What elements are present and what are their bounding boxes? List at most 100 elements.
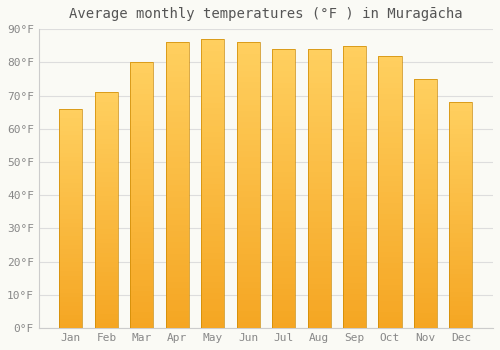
Bar — [236, 54, 260, 60]
Bar — [450, 138, 472, 143]
Bar — [308, 144, 330, 149]
Bar — [130, 184, 154, 190]
Bar — [95, 154, 118, 158]
Bar — [166, 225, 189, 231]
Bar — [343, 51, 366, 57]
Bar — [236, 197, 260, 202]
Bar — [343, 113, 366, 119]
Bar — [343, 323, 366, 328]
Bar — [166, 197, 189, 202]
Bar — [308, 116, 330, 121]
Bar — [166, 162, 189, 168]
Bar — [236, 42, 260, 328]
Bar — [60, 144, 82, 148]
Bar — [166, 219, 189, 225]
Bar — [201, 230, 224, 236]
Bar — [343, 91, 366, 97]
Bar — [414, 204, 437, 209]
Bar — [130, 248, 154, 254]
Bar — [130, 206, 154, 211]
Bar — [201, 62, 224, 68]
Bar — [308, 256, 330, 261]
Bar — [130, 84, 154, 89]
Bar — [130, 243, 154, 248]
Bar — [130, 110, 154, 116]
Bar — [378, 61, 402, 66]
Bar — [414, 229, 437, 233]
Bar — [378, 214, 402, 219]
Bar — [414, 198, 437, 204]
Bar — [378, 66, 402, 72]
Bar — [60, 122, 82, 126]
Bar — [95, 220, 118, 224]
Bar — [308, 194, 330, 200]
Bar — [60, 140, 82, 144]
Bar — [272, 105, 295, 110]
Bar — [166, 71, 189, 77]
Bar — [343, 204, 366, 210]
Bar — [343, 79, 366, 85]
Bar — [378, 274, 402, 279]
Bar — [60, 131, 82, 135]
Bar — [378, 230, 402, 236]
Bar — [308, 155, 330, 161]
Bar — [130, 132, 154, 137]
Bar — [378, 295, 402, 301]
Bar — [130, 296, 154, 302]
Bar — [414, 134, 437, 139]
Bar — [166, 60, 189, 65]
Bar — [308, 94, 330, 99]
Bar — [272, 172, 295, 177]
Bar — [166, 243, 189, 248]
Bar — [272, 205, 295, 211]
Bar — [166, 168, 189, 174]
Bar — [343, 249, 366, 255]
Bar — [60, 311, 82, 315]
Bar — [450, 215, 472, 220]
Bar — [130, 302, 154, 307]
Bar — [378, 132, 402, 138]
Bar — [450, 270, 472, 274]
Bar — [60, 197, 82, 201]
Bar — [130, 94, 154, 99]
Bar — [201, 178, 224, 184]
Bar — [166, 305, 189, 311]
Bar — [414, 109, 437, 114]
Bar — [450, 274, 472, 279]
Bar — [343, 97, 366, 102]
Bar — [130, 201, 154, 206]
Bar — [201, 189, 224, 195]
Bar — [378, 219, 402, 225]
Bar — [450, 166, 472, 170]
Bar — [308, 149, 330, 155]
Bar — [378, 257, 402, 263]
Bar — [166, 180, 189, 185]
Bar — [60, 236, 82, 240]
Bar — [130, 121, 154, 126]
Bar — [95, 168, 118, 173]
Bar — [95, 173, 118, 177]
Bar — [378, 105, 402, 110]
Bar — [272, 312, 295, 317]
Bar — [60, 126, 82, 131]
Bar — [272, 77, 295, 83]
Bar — [343, 226, 366, 232]
Bar — [450, 292, 472, 296]
Bar — [272, 211, 295, 217]
Bar — [308, 99, 330, 105]
Bar — [130, 158, 154, 163]
Bar — [130, 232, 154, 238]
Bar — [272, 194, 295, 200]
Bar — [201, 120, 224, 126]
Bar — [308, 295, 330, 300]
Bar — [450, 242, 472, 247]
Bar — [450, 229, 472, 233]
Bar — [60, 109, 82, 328]
Bar — [236, 82, 260, 88]
Bar — [95, 238, 118, 243]
Bar — [60, 157, 82, 161]
Bar — [308, 289, 330, 295]
Bar — [450, 102, 472, 328]
Bar — [236, 48, 260, 54]
Bar — [130, 264, 154, 270]
